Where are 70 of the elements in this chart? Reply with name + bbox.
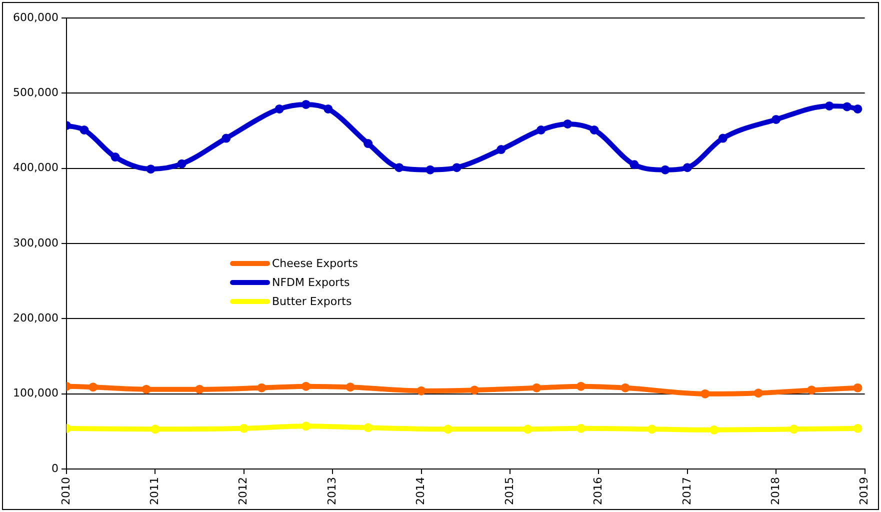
point [222, 134, 231, 143]
point [426, 165, 435, 174]
point [88, 382, 98, 392]
legend-label: Cheese Exports [272, 257, 358, 270]
point [647, 424, 656, 434]
y-tick-label: 300,000 [12, 236, 58, 250]
point [239, 424, 248, 433]
x-tick-label: 2015 [502, 477, 516, 506]
point [700, 389, 710, 398]
x-tick-label: 2018 [768, 477, 782, 506]
point [682, 163, 692, 172]
point [496, 145, 506, 154]
point [630, 160, 639, 170]
point [853, 383, 862, 392]
y-tick-label: 0 [51, 462, 58, 475]
point [416, 386, 426, 396]
point [853, 424, 862, 433]
point [576, 424, 586, 433]
point [301, 100, 310, 109]
x-tick-label: 2011 [148, 477, 162, 506]
point [710, 425, 719, 434]
legend-label: Butter Exports [272, 295, 352, 308]
point [301, 382, 310, 391]
point [146, 164, 156, 174]
point [842, 102, 852, 112]
x-tick-label: 2012 [236, 477, 250, 506]
point [364, 423, 373, 432]
legend-label: NFDM Exports [272, 276, 350, 289]
point [563, 119, 572, 128]
point [532, 383, 542, 392]
point [394, 163, 404, 172]
point [274, 104, 284, 114]
point [824, 101, 834, 110]
x-tick-label: 2019 [858, 477, 871, 506]
point [590, 126, 599, 134]
point [195, 384, 204, 394]
x-tick-label: 2013 [325, 477, 338, 506]
point [754, 388, 763, 398]
point [853, 104, 862, 114]
y-tick-label: 600,000 [12, 10, 58, 24]
point [620, 383, 630, 392]
point [718, 134, 728, 143]
point [772, 114, 781, 124]
point [536, 126, 546, 134]
x-tick-label: 2017 [680, 477, 694, 506]
point [789, 424, 798, 434]
point [807, 386, 816, 395]
x-tick-label: 2010 [59, 477, 72, 506]
y-tick-label: 100,000 [12, 386, 58, 400]
y-tick-label: 500,000 [12, 86, 58, 100]
point [576, 382, 586, 391]
point [324, 104, 333, 114]
x-tick-label: 2016 [592, 477, 605, 506]
point [80, 126, 89, 134]
point [110, 152, 120, 162]
point [346, 382, 355, 392]
point [257, 383, 266, 392]
point [364, 139, 373, 148]
point [452, 163, 462, 172]
point [150, 424, 160, 434]
y-tick-label: 200,000 [12, 312, 58, 325]
point [301, 422, 310, 431]
x-tick-label: 2014 [414, 477, 428, 506]
point [142, 384, 151, 394]
point [470, 386, 480, 395]
point [523, 424, 532, 434]
point [177, 159, 186, 168]
point [443, 424, 452, 434]
point [660, 165, 670, 174]
y-tick-label: 400,000 [12, 161, 58, 174]
